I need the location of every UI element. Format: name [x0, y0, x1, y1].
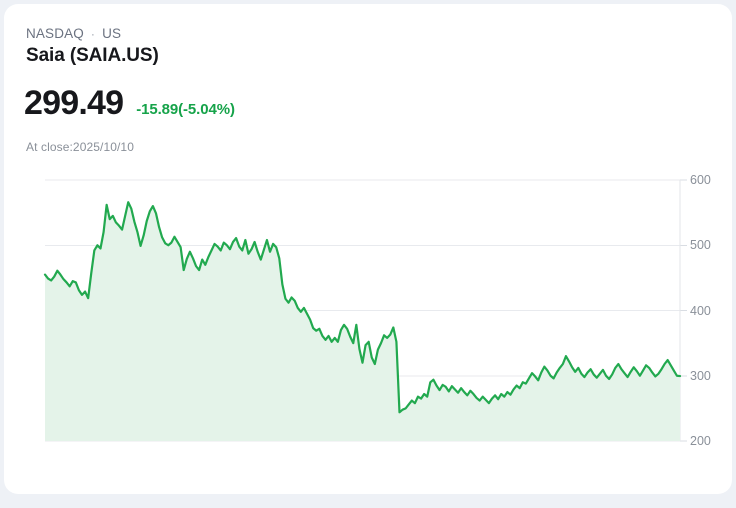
separator-dot: · — [90, 26, 96, 41]
exchange-label: NASDAQ — [26, 26, 84, 41]
exchange-row: NASDAQ · US — [26, 26, 121, 41]
y-axis-label: 500 — [690, 238, 711, 253]
price-row: 299.49 -15.89(-5.04%) — [24, 84, 235, 123]
chart-area-fill — [45, 202, 680, 441]
y-axis-label: 300 — [690, 368, 711, 383]
y-axis-label: 600 — [690, 173, 711, 187]
chart-canvas — [43, 179, 687, 442]
price-change: -15.89(-5.04%) — [136, 101, 235, 118]
chart-price-line — [43, 201, 682, 414]
y-axis-label: 400 — [690, 303, 711, 318]
y-axis-label: 200 — [690, 434, 711, 448]
page-title: Saia (SAIA.US) — [26, 45, 159, 66]
as-of-label: At close:2025/10/10 — [26, 140, 134, 154]
current-price: 299.49 — [24, 84, 124, 122]
region-label: US — [102, 26, 122, 41]
price-chart: 60050040030020010/0912/2003/1005/2108/05 — [4, 164, 732, 494]
stock-quote-card: NASDAQ · US Saia (SAIA.US) 299.49 -15.89… — [4, 4, 732, 494]
